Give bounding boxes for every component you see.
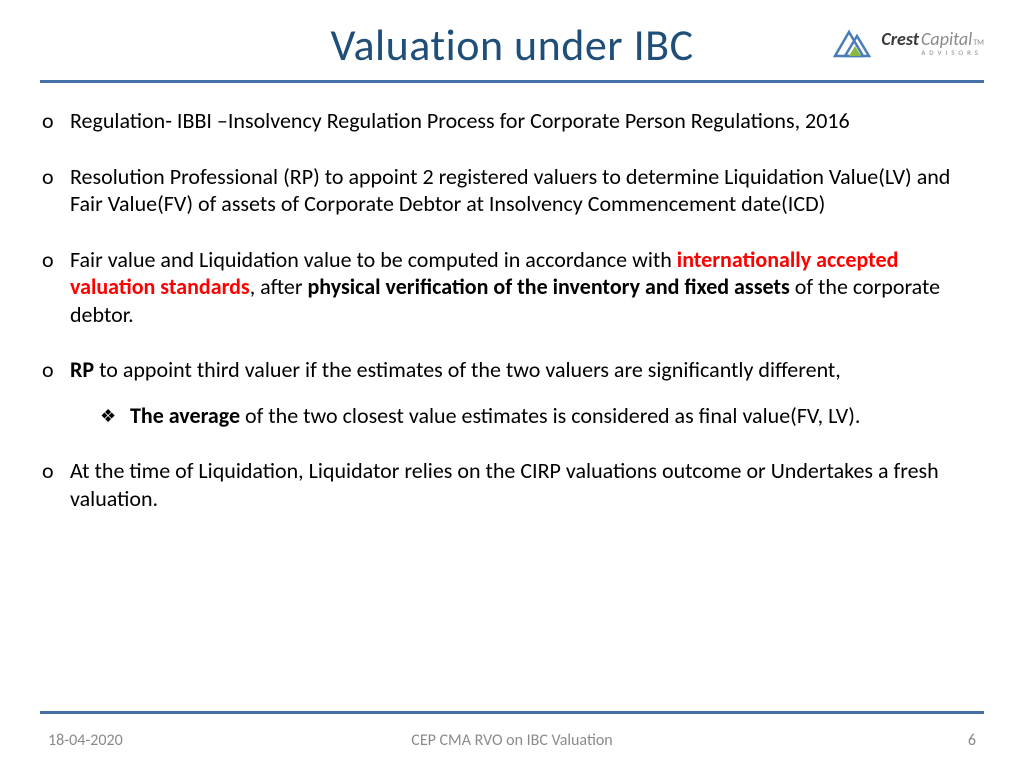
bullet-text-bold: physical verification of the inventory a… bbox=[308, 273, 790, 300]
slide-body: Regulation- IBBI –Insolvency Regulation … bbox=[0, 83, 1024, 512]
slide: Valuation under IBC Crest Capital TM ADV… bbox=[0, 0, 1024, 768]
logo-subtitle: ADVISORS bbox=[881, 49, 984, 56]
footer-title: CEP CMA RVO on IBC Valuation bbox=[0, 731, 1024, 750]
sub-bullet: The average of the two closest value est… bbox=[70, 402, 984, 430]
logo-name-light: Capital bbox=[921, 30, 972, 48]
crest-triangle-icon bbox=[831, 28, 875, 58]
slide-footer: 18-04-2020 CEP CMA RVO on IBC Valuation … bbox=[0, 731, 1024, 750]
bullet-item: RP to appoint third valuer if the estima… bbox=[40, 356, 984, 429]
bullet-text: to appoint third valuer if the estimates… bbox=[94, 356, 841, 383]
logo-text: Crest Capital TM ADVISORS bbox=[881, 30, 984, 56]
bullet-item: At the time of Liquidation, Liquidator r… bbox=[40, 457, 984, 512]
company-logo: Crest Capital TM ADVISORS bbox=[831, 28, 984, 58]
bullet-text: Regulation- IBBI –Insolvency Regulation … bbox=[70, 107, 850, 134]
bullet-item: Regulation- IBBI –Insolvency Regulation … bbox=[40, 107, 984, 135]
sub-bullet-bold: The average bbox=[130, 402, 240, 429]
logo-tm: TM bbox=[973, 39, 984, 47]
bullet-text: At the time of Liquidation, Liquidator r… bbox=[70, 457, 939, 512]
logo-name-bold: Crest bbox=[881, 30, 919, 48]
bullet-text-mid: , after bbox=[250, 273, 308, 300]
bullet-text-pre: Fair value and Liquidation value to be c… bbox=[70, 246, 677, 273]
sub-bullet-text: of the two closest value estimates is co… bbox=[240, 402, 860, 429]
footer-rule bbox=[40, 711, 984, 714]
slide-header: Valuation under IBC Crest Capital TM ADV… bbox=[0, 0, 1024, 80]
bullet-item: Resolution Professional (RP) to appoint … bbox=[40, 163, 984, 218]
bullet-text: Resolution Professional (RP) to appoint … bbox=[70, 163, 950, 218]
bullet-item: Fair value and Liquidation value to be c… bbox=[40, 246, 984, 329]
bullet-lead-bold: RP bbox=[70, 356, 94, 383]
